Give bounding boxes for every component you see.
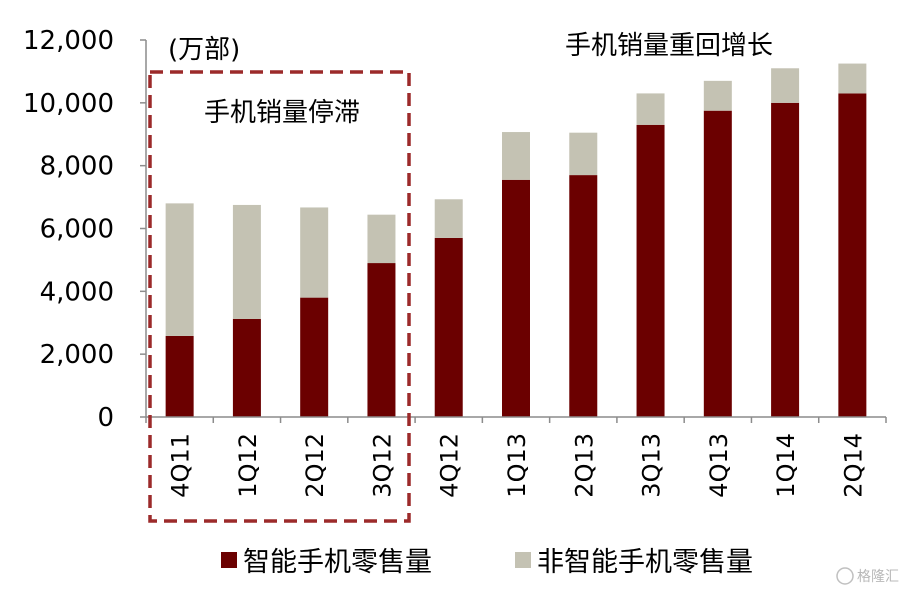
x-axis-tick-labels: 4Q11 1Q12 2Q12 3Q12 4Q12 1Q13 2Q13 3Q13 4Q13 1Q14… xyxy=(167,433,868,498)
x-tick-label: 1Q14 xyxy=(772,433,800,498)
bar-non-smartphone xyxy=(434,199,463,238)
x-tick-label: 2Q14 xyxy=(839,433,867,498)
legend-label-non-smartphone: 非智能手机零售量 xyxy=(537,547,753,578)
bar-non-smartphone xyxy=(367,214,396,264)
x-tick-label: 3Q13 xyxy=(638,433,666,498)
y-tick-label: 4,000 xyxy=(40,277,114,307)
bar-non-smartphone xyxy=(232,204,261,319)
y-tick-label: 10,000 xyxy=(23,89,114,119)
x-tick-label: 2Q12 xyxy=(301,433,329,498)
stagnation-highlight-box xyxy=(148,70,411,523)
unit-label: (万部) xyxy=(168,35,240,65)
bar-smartphone xyxy=(636,124,665,417)
bar-smartphone xyxy=(703,110,732,417)
y-tick-label: 8,000 xyxy=(40,152,114,182)
legend-label-smartphone: 智能手机零售量 xyxy=(243,547,432,578)
bar-smartphone xyxy=(502,179,530,417)
x-tick-label: 4Q13 xyxy=(705,433,733,498)
bar-non-smartphone xyxy=(838,63,867,94)
bar-smartphone xyxy=(434,237,463,417)
x-tick-label: 3Q12 xyxy=(368,433,396,498)
bars-group xyxy=(165,63,867,418)
y-tick-label: 0 xyxy=(97,403,114,433)
bar-non-smartphone xyxy=(703,80,732,111)
x-tick-label: 1Q12 xyxy=(234,433,262,498)
watermark-logo-icon xyxy=(836,567,854,585)
bar-non-smartphone xyxy=(165,203,194,336)
watermark: 格隆汇 xyxy=(836,567,899,585)
x-tick-label: 2Q13 xyxy=(570,433,598,498)
x-tick-label: 4Q12 xyxy=(436,433,464,498)
bar-smartphone xyxy=(367,263,396,417)
annotation-growth: 手机销量重回增长 xyxy=(565,31,773,61)
legend-swatch-non-smartphone xyxy=(515,552,531,568)
x-tick-label: 1Q13 xyxy=(503,433,531,498)
legend: 智能手机零售量 非智能手机零售量 xyxy=(221,547,753,578)
bar-non-smartphone xyxy=(502,132,530,180)
bar-smartphone xyxy=(771,102,800,417)
bar-non-smartphone xyxy=(569,132,598,176)
bar-smartphone xyxy=(165,335,194,417)
legend-swatch-smartphone xyxy=(221,552,237,568)
bar-smartphone xyxy=(232,318,261,417)
y-tick-label: 2,000 xyxy=(40,340,114,370)
bar-smartphone xyxy=(838,93,867,418)
watermark-text: 格隆汇 xyxy=(857,569,899,585)
y-axis-tick-labels: 0 2,000 4,000 6,000 8,000 10,000 12,000 xyxy=(23,26,114,433)
bar-non-smartphone xyxy=(771,68,800,103)
bar-smartphone xyxy=(569,175,598,417)
y-tick-label: 12,000 xyxy=(23,26,114,56)
annotation-stagnation: 手机销量停滞 xyxy=(204,98,360,128)
bar-smartphone xyxy=(300,297,329,417)
x-tick-label: 4Q11 xyxy=(167,433,195,498)
bar-non-smartphone xyxy=(636,93,665,125)
y-tick-label: 6,000 xyxy=(40,215,114,245)
axes-group xyxy=(140,39,887,423)
bar-non-smartphone xyxy=(300,207,329,298)
